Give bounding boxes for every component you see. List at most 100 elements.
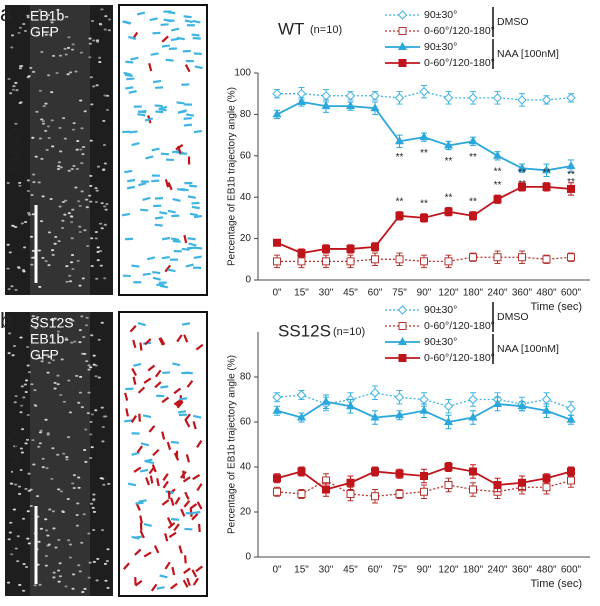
comet [47, 264, 50, 266]
trajectory [136, 503, 144, 504]
comet [104, 563, 107, 565]
trajectory [131, 266, 139, 267]
comet [18, 182, 21, 184]
comet [80, 315, 83, 317]
comet [65, 458, 68, 460]
trajectory [159, 212, 167, 213]
comet [104, 224, 107, 226]
comet [42, 120, 45, 122]
comet [28, 214, 31, 216]
comet [52, 576, 55, 578]
comet [80, 162, 83, 164]
comet [40, 430, 43, 432]
comet [69, 557, 72, 559]
trajectory [194, 257, 202, 258]
comet [52, 254, 55, 256]
comet [91, 446, 94, 448]
legend-marker [399, 306, 407, 314]
comet [39, 90, 42, 92]
comet [74, 186, 77, 188]
comet [26, 538, 29, 540]
trajectory [139, 500, 147, 501]
comet [91, 413, 94, 415]
comet [46, 149, 49, 151]
marker [469, 468, 477, 476]
marker [567, 185, 575, 193]
comet [95, 231, 98, 233]
x-tick-label: 45" [343, 565, 358, 576]
chart-title: WT [278, 19, 304, 38]
marker [396, 470, 404, 478]
marker [494, 481, 502, 489]
comet [98, 377, 101, 379]
significance: ** [396, 196, 404, 207]
comet [42, 466, 45, 468]
comet [23, 563, 26, 565]
marker [372, 256, 379, 263]
comet [70, 221, 73, 223]
comet [12, 89, 15, 91]
marker [543, 183, 551, 191]
trajectory [173, 241, 181, 242]
trajectory [155, 217, 163, 218]
trajectory [126, 79, 134, 80]
comet [69, 71, 72, 73]
x-tick-label: 120" [438, 565, 459, 576]
legend-label: 90±30° [424, 304, 457, 316]
comet [91, 265, 94, 267]
comet [90, 503, 93, 505]
trajectory [194, 131, 202, 132]
trajectory [160, 386, 168, 387]
comet [45, 260, 48, 262]
comet [79, 231, 82, 233]
comet [101, 227, 104, 229]
comet [50, 478, 53, 480]
comet [26, 439, 29, 441]
marker [469, 212, 477, 220]
comet [44, 518, 47, 520]
comet [98, 339, 101, 341]
comet [58, 127, 61, 129]
comet [72, 129, 75, 131]
marker [567, 405, 575, 413]
marker [347, 258, 354, 265]
marker [298, 258, 305, 265]
marker [396, 256, 403, 263]
marker [372, 493, 379, 500]
comet [54, 243, 57, 245]
comet [18, 584, 21, 586]
comet [73, 341, 76, 343]
comet [101, 407, 104, 409]
comet [48, 508, 51, 510]
comet [76, 168, 79, 170]
trajectory [125, 239, 133, 240]
comet [21, 385, 24, 387]
comet [77, 260, 80, 262]
x-tick-label: 90" [417, 288, 432, 299]
marker [298, 90, 306, 98]
comet [86, 317, 89, 319]
comet [31, 439, 34, 441]
comet [46, 372, 49, 374]
trajectory [159, 109, 167, 110]
comet [76, 140, 79, 142]
comet [10, 553, 13, 555]
x-tick-label: 60" [368, 288, 383, 299]
x-tick-label: 90" [417, 565, 432, 576]
comet [87, 532, 90, 534]
comet [82, 277, 85, 279]
comet [63, 48, 66, 50]
trajectory [189, 186, 197, 187]
comet [42, 195, 45, 197]
comet [79, 376, 82, 378]
trajectory [184, 16, 192, 17]
trajectory [184, 529, 192, 530]
comet [57, 539, 60, 541]
comet [95, 237, 98, 239]
marker [445, 208, 453, 216]
trajectory [162, 257, 170, 258]
comet [42, 458, 45, 460]
marker [371, 92, 379, 100]
marker [396, 491, 403, 498]
comet [48, 137, 51, 139]
